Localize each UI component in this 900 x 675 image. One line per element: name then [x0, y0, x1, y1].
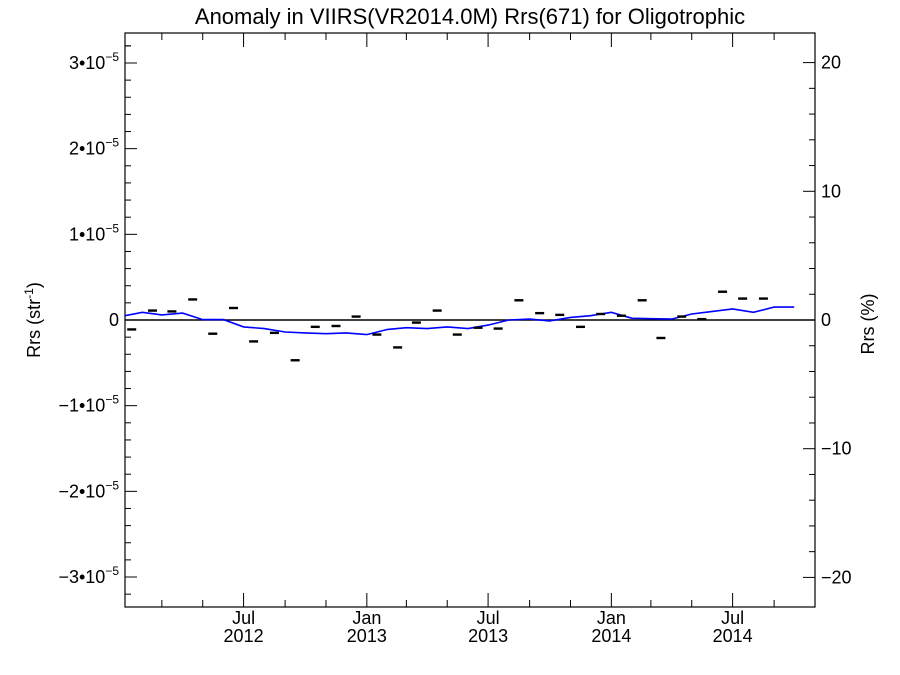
- x-tick-month: Jan: [352, 608, 381, 628]
- right-tick-label: −20: [821, 567, 852, 587]
- axes-layer: 3•10−52•10−51•10−50−1•10−5−2•10−5−3•10−5…: [58, 33, 852, 646]
- x-tick-year: 2014: [591, 626, 631, 646]
- left-axis-label-text: Rrs (str: [24, 299, 44, 358]
- x-tick-year: 2013: [347, 626, 387, 646]
- x-tick-year: 2012: [224, 626, 264, 646]
- left-tick-exponent: −5: [105, 564, 119, 578]
- x-tick-month: Jul: [232, 608, 255, 628]
- series-layer: [124, 290, 795, 362]
- left-tick-label: 3•10−5: [69, 50, 119, 73]
- left-tick-label: −1•10−5: [58, 393, 119, 416]
- left-tick-exponent: −5: [105, 50, 119, 64]
- x-tick-year: 2013: [468, 626, 508, 646]
- left-axis-label-sup: -1: [22, 288, 36, 299]
- left-tick-mantissa: 2•10: [69, 139, 105, 159]
- chart-title: Anomaly in VIIRS(VR2014.0M) Rrs(671) for…: [195, 4, 745, 29]
- left-tick-label: 0: [109, 310, 119, 330]
- left-tick-exponent: −5: [105, 221, 119, 235]
- x-tick-year: 2014: [713, 626, 753, 646]
- left-tick-mantissa: 0: [109, 310, 119, 330]
- left-tick-label: −2•10−5: [58, 478, 119, 501]
- right-tick-label: −10: [821, 439, 852, 459]
- left-axis-label-end: ): [24, 282, 44, 288]
- x-tick-month: Jul: [721, 608, 744, 628]
- left-axis-label: Rrs (str-1): [22, 282, 44, 358]
- right-axis-label: Rrs (%): [858, 294, 878, 355]
- right-tick-label: 20: [821, 53, 841, 73]
- left-tick-mantissa: 1•10: [69, 224, 105, 244]
- right-tick-label: 0: [821, 310, 831, 330]
- left-tick-mantissa: −3•10: [58, 567, 105, 587]
- x-tick-month: Jul: [477, 608, 500, 628]
- left-tick-label: 1•10−5: [69, 221, 119, 244]
- left-tick-exponent: −5: [105, 478, 119, 492]
- right-tick-label: 10: [821, 181, 841, 201]
- left-tick-exponent: −5: [105, 393, 119, 407]
- left-tick-exponent: −5: [105, 136, 119, 150]
- x-tick-month: Jan: [597, 608, 626, 628]
- left-tick-label: −3•10−5: [58, 564, 119, 587]
- left-tick-mantissa: −1•10: [58, 396, 105, 416]
- left-tick-mantissa: −2•10: [58, 481, 105, 501]
- left-tick-label: 2•10−5: [69, 136, 119, 159]
- left-tick-mantissa: 3•10: [69, 53, 105, 73]
